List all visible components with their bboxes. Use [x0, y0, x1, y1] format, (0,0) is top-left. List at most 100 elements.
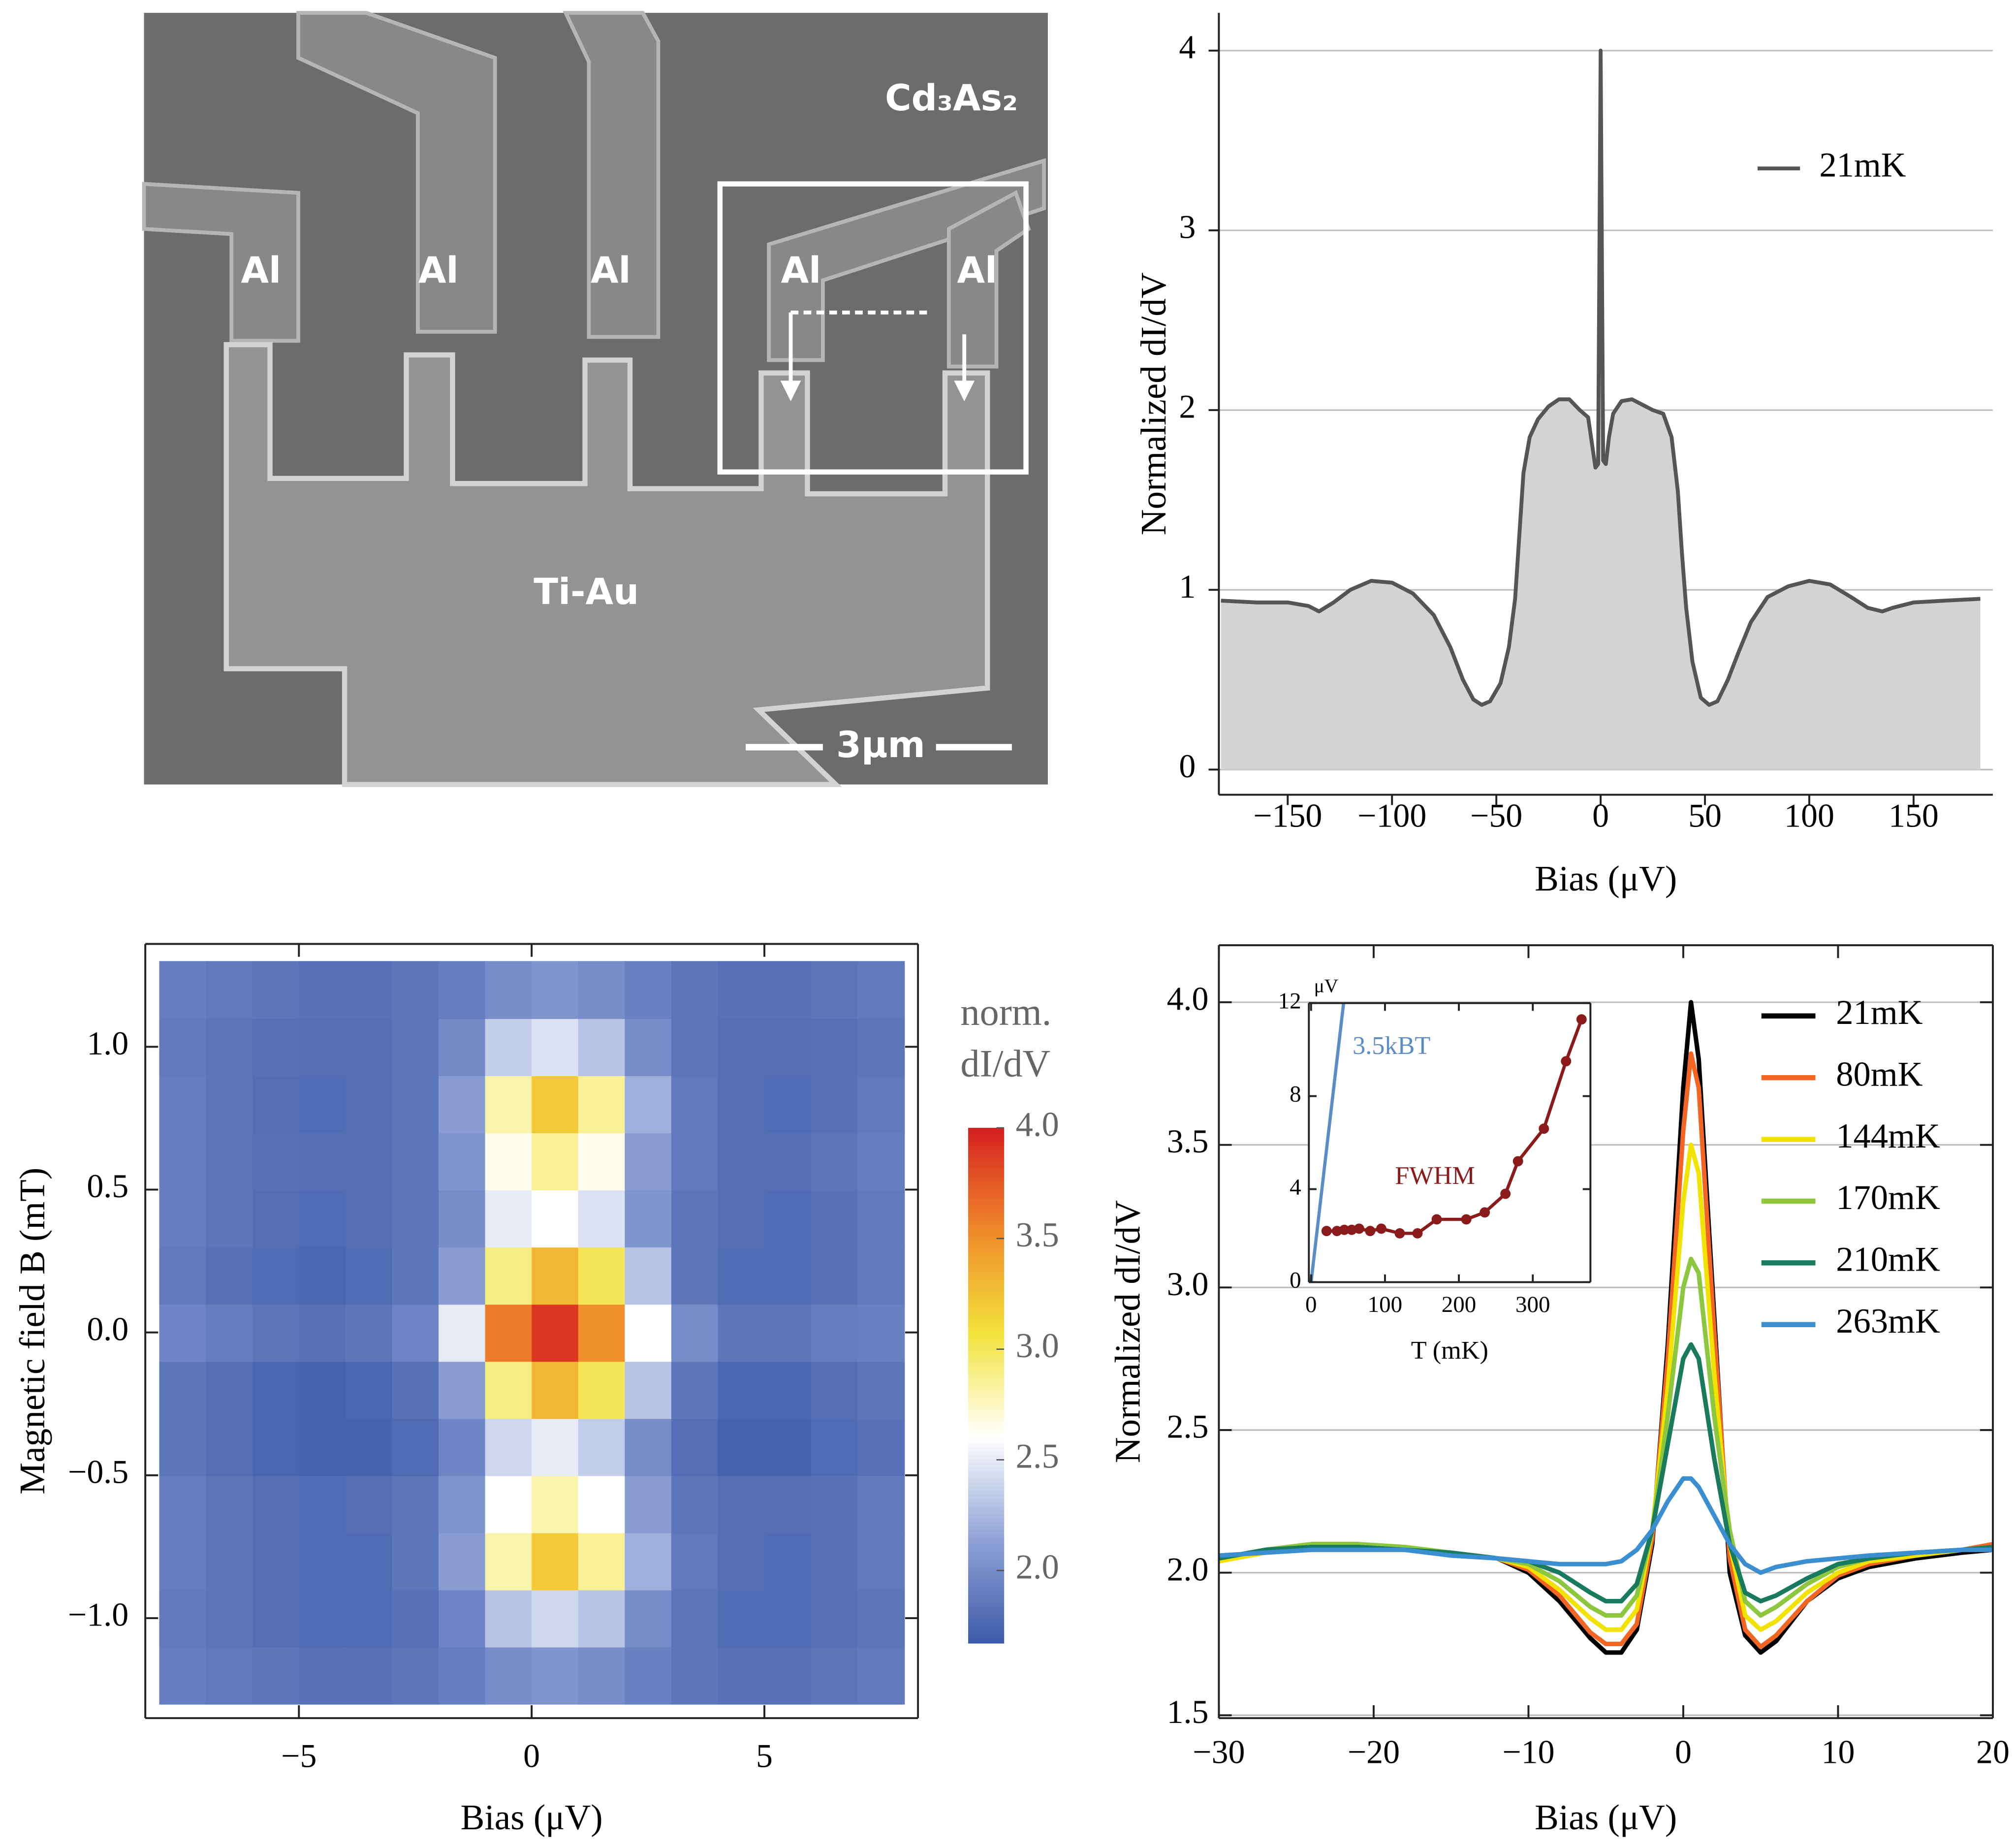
heat-cell [252, 1418, 300, 1476]
point [1500, 1188, 1511, 1199]
x-tick-label: 5 [756, 1737, 773, 1774]
heat-cell [439, 1418, 486, 1476]
y-tick-label: 2.5 [1167, 1408, 1209, 1445]
heat-cell [671, 1590, 719, 1648]
y-tick-label: 1 [1179, 568, 1196, 605]
heat-cell [857, 1418, 905, 1476]
x-tick-label: −5 [281, 1737, 316, 1774]
heat-cell [252, 961, 300, 1019]
heat-cell [764, 1132, 812, 1191]
series-line [1221, 48, 1981, 707]
heat-cell [439, 1189, 486, 1248]
x-tick-label: 100 [1368, 1292, 1403, 1317]
heat-cell [485, 1475, 533, 1533]
lead-label: Al [781, 250, 821, 291]
y-tick-label: 1.5 [1167, 1693, 1209, 1730]
x-tick-label: 100 [1784, 797, 1834, 834]
x-axis-label: Bias (μV) [461, 1797, 603, 1837]
heat-cell [578, 961, 626, 1019]
heat-cell [578, 1018, 626, 1077]
heat-cell [578, 1647, 626, 1705]
heat-cell [811, 1361, 858, 1419]
heat-cell [345, 1647, 393, 1705]
point [1512, 1156, 1523, 1167]
heat-cell [485, 1018, 533, 1077]
heat-cell [439, 961, 486, 1019]
heat-cell [206, 961, 253, 1019]
heat-cell [718, 1246, 765, 1305]
heat-cell [532, 1075, 579, 1134]
legend-label: 210mK [1836, 1241, 1940, 1279]
heat-cell [206, 1647, 253, 1705]
point [1354, 1223, 1364, 1234]
heat-cell [485, 1189, 533, 1248]
heat-cell [392, 1418, 440, 1476]
heat-cell [206, 1532, 253, 1591]
heat-cell [485, 1590, 533, 1648]
x-axis-label: T (mK) [1411, 1336, 1488, 1365]
series-line [1219, 1476, 1993, 1575]
colorbar-tick-label: 2.5 [1016, 1437, 1059, 1476]
heat-cell [532, 1475, 579, 1533]
heat-cell [299, 1361, 346, 1419]
heat-cell [485, 1246, 533, 1305]
colorbar-title: norm. [960, 990, 1051, 1033]
heat-cell [392, 961, 440, 1019]
heat-cell [252, 1075, 300, 1134]
point [1480, 1207, 1490, 1218]
heat-cell [299, 1590, 346, 1648]
heat-cell [439, 1475, 486, 1533]
heat-cell [671, 1018, 719, 1077]
heat-cell [671, 1532, 719, 1591]
chart-panel: 3.5kBT FWHM 0 4 8 12 0 100 200 300 T (mK) μV [1278, 975, 1592, 1365]
heat-cell [252, 1246, 300, 1305]
heat-cell [857, 1647, 905, 1705]
heat-cell [345, 1304, 393, 1362]
heat-cell [578, 1418, 626, 1476]
x-tick-label: 10 [1822, 1733, 1855, 1771]
heat-cell [671, 1418, 719, 1476]
heat-cell [578, 1246, 626, 1305]
inset-background [1309, 1003, 1591, 1282]
chart-panel: 21mK 0 1 2 3 4 −150 −100 −50 0 50 100 150 Bias (μV) No… [1134, 13, 1993, 898]
heat-cell [718, 1304, 765, 1362]
heat-cell [671, 1361, 719, 1419]
scale-bar-label: 3μm [836, 724, 925, 766]
heat-cell [159, 1647, 207, 1705]
heat-cell [252, 1590, 300, 1648]
y-axis-unit: μV [1314, 975, 1338, 996]
colorbar-title: dI/dV [960, 1042, 1050, 1084]
point [1365, 1226, 1376, 1237]
y-tick-label: 12 [1278, 988, 1301, 1014]
heat-cell [485, 1532, 533, 1591]
heat-cell [811, 1189, 858, 1248]
heat-cell [671, 1475, 719, 1533]
heat-cell [718, 1590, 765, 1648]
heat-cell [718, 1361, 765, 1419]
x-axis-label: Bias (μV) [1535, 1797, 1677, 1837]
y-tick-label: 3.0 [1167, 1265, 1209, 1303]
heat-cell [299, 1475, 346, 1533]
y-axis-label: Normalized dI/dV [1108, 1200, 1148, 1463]
y-tick-label: −0.5 [68, 1453, 128, 1490]
series-line [1309, 1003, 1346, 1282]
heat-cell [392, 1304, 440, 1362]
heat-cell [345, 1475, 393, 1533]
heat-cell [811, 1475, 858, 1533]
x-tick-label: −20 [1348, 1733, 1400, 1771]
y-tick-label: 0 [1179, 747, 1196, 785]
heat-cell [345, 1132, 393, 1191]
heat-cell [625, 1189, 672, 1248]
y-tick-label: 2.0 [1167, 1550, 1209, 1588]
heat-cell [439, 1361, 486, 1419]
heat-cell [532, 1246, 579, 1305]
heat-cell [718, 1189, 765, 1248]
heat-cell [671, 1075, 719, 1134]
legend-label: 263mK [1836, 1302, 1940, 1340]
series-group [1309, 1003, 1587, 1282]
heat-cell [764, 1532, 812, 1591]
al-lead [563, 11, 661, 339]
heat-cell [811, 1304, 858, 1362]
heat-cell [159, 1475, 207, 1533]
